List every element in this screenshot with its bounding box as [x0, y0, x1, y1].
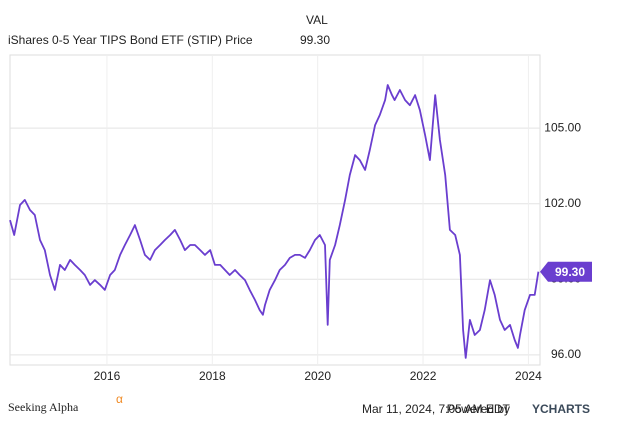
x-tick-label: 2024: [515, 369, 542, 383]
timestamp: Mar 11, 2024, 7:05 AM EDT: [362, 402, 511, 416]
x-tick-label: 2016: [94, 369, 121, 383]
x-tick-label: 2018: [199, 369, 226, 383]
y-tick-label: 105.00: [544, 120, 581, 134]
brand: YCHARTS: [532, 402, 590, 416]
header-value: 99.30: [300, 33, 330, 47]
end-badge: [540, 261, 592, 282]
y-tick-label: 96.00: [551, 347, 581, 361]
y-tick-label: 102.00: [544, 196, 581, 210]
header-column: VAL: [306, 13, 328, 27]
x-tick-label: 2022: [410, 369, 437, 383]
x-tick-label: 2020: [304, 369, 331, 383]
price-line: [9, 84, 540, 359]
end-badge-label: 99.30: [555, 265, 585, 279]
powered-by: Powered by: [447, 402, 510, 416]
logo: Seeking Alpha: [8, 400, 79, 414]
plot-frame: [9, 54, 541, 366]
header-name: iShares 0-5 Year TIPS Bond ETF (STIP) Pr…: [8, 33, 253, 47]
logo-mark: α: [116, 392, 123, 406]
